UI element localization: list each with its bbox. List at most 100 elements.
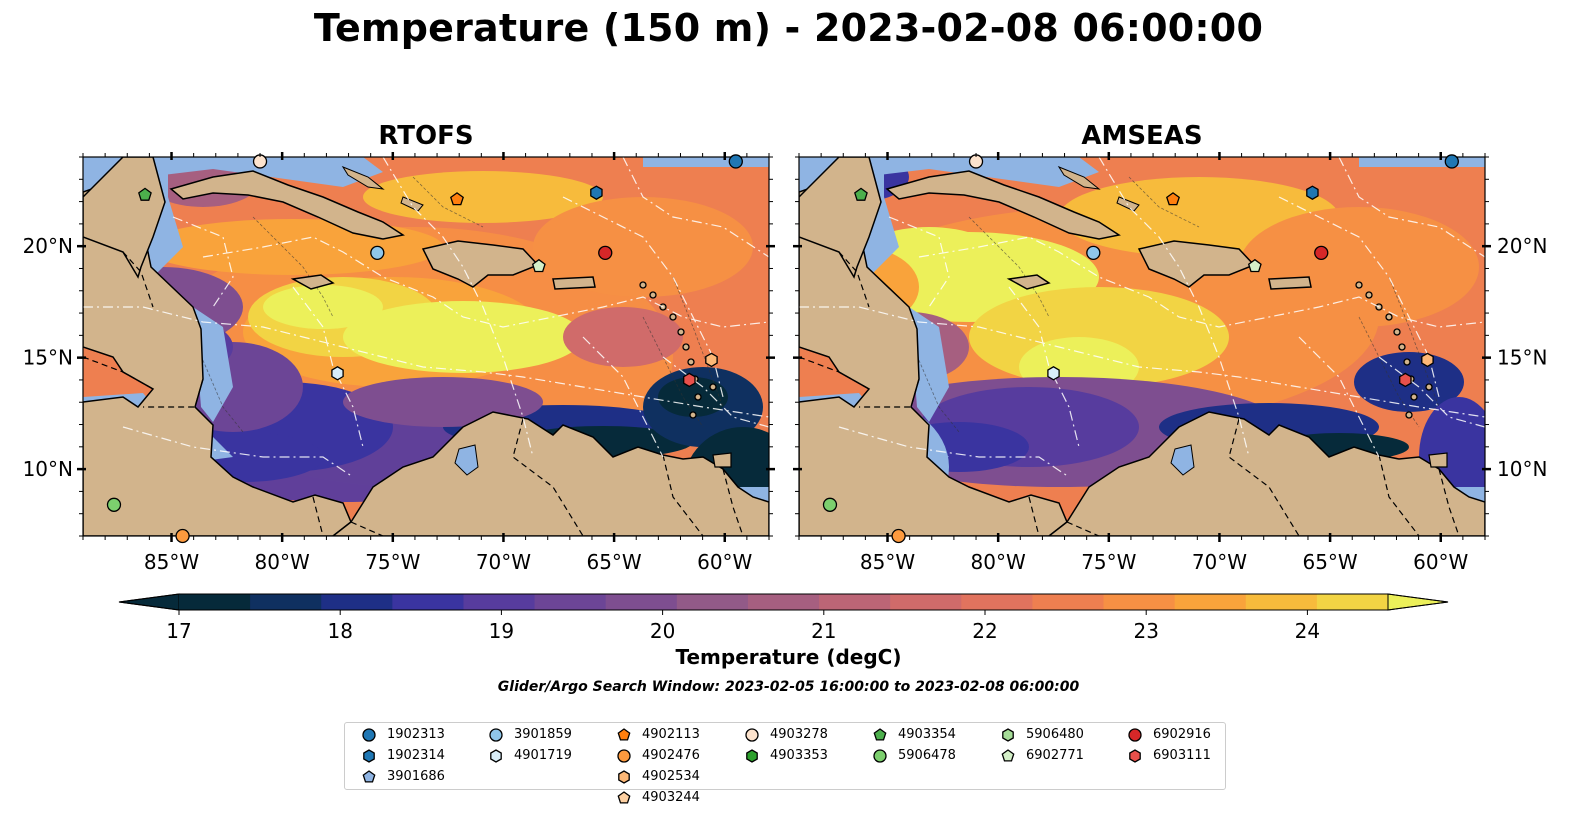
colorbar-extend-low [118,593,180,611]
search-window-text: Glider/Argo Search Window: 2023-02-05 16… [497,679,1080,695]
circle-icon [1128,728,1142,742]
colorbar-bin [534,594,607,610]
float-marker-4901719 [1047,366,1060,381]
x-tick-label: 85°W [860,550,915,574]
float-marker-3901859 [1086,245,1101,261]
circle-icon [873,749,887,763]
float-marker-3901859 [370,245,385,261]
y-tick-label: 10°N [23,457,73,481]
colorbar-bin [321,594,393,610]
x-tick-label: 75°W [365,550,420,574]
circle-icon [362,728,376,742]
hexagon-icon [746,749,758,763]
figure-title: Temperature (150 m) - 2023-02-08 06:00:0… [313,6,1264,50]
pentagon-icon [1001,749,1015,762]
float-marker-6902771 [531,258,546,273]
float-marker-4902113 [450,192,464,206]
x-tick-label: 80°W [255,550,310,574]
colorbar-tick-label: 20 [650,619,675,643]
colorbar-bin [179,594,251,610]
legend-item-4903353: 4903353 [744,747,828,765]
float-marker-4903354 [854,187,868,201]
float-marker-4902476 [891,528,906,544]
legend-label: 6902771 [1026,748,1084,763]
y-tick-label: 15°N [23,346,73,370]
circle-icon [617,749,631,763]
colorbar-bin [890,594,962,610]
x-tick-label: 85°W [144,550,199,574]
legend-item-1902314: 1902314 [361,747,445,765]
colorbar-bin [747,594,820,610]
circle-icon [745,728,759,742]
float-marker-4901719 [331,366,344,381]
legend-label: 4902534 [642,769,700,784]
colorbar-bin [1103,594,1176,610]
float-marker-4902534 [1421,352,1434,368]
map-axes: 85°W 80°W 75°W 70°W 65°W 60°W 20°N 15°N 10°N 85°W… [23,152,1547,574]
float-marker-1902314 [1306,185,1319,200]
colorbar-bin [1174,594,1247,610]
y-tick-label: 20°N [1497,234,1547,258]
colorbar-bin [1316,594,1389,610]
float-marker-6903111 [1399,372,1412,388]
hexagon-icon [363,749,375,763]
legend-item-3901859: 3901859 [488,726,572,744]
float-marker-1902313 [728,154,743,169]
legend-item-6902916: 6902916 [1127,726,1211,744]
legend-label: 3901859 [514,727,572,742]
x-tick-label: 80°W [971,550,1026,574]
float-marker-5906478 [822,497,838,512]
colorbar: 17 18 19 20 21 22 23 24 [118,593,1449,643]
colorbar-tick-label: 19 [489,619,514,643]
legend-label: 6903111 [1153,748,1211,763]
circle-icon [489,728,503,742]
hexagon-icon [490,749,502,763]
colorbar-bin [463,594,536,610]
float-marker-6902916 [1314,245,1329,261]
legend-label: 4903353 [770,748,828,763]
float-marker-4902476 [175,528,190,544]
legend-label: 5906478 [898,748,956,763]
x-tick-label: 65°W [1302,550,1357,574]
colorbar-bin [676,594,749,610]
colorbar-bin [1245,594,1318,610]
map-panel-amseas [798,154,1486,544]
colorbar-bin [250,594,322,610]
pentagon-icon [873,728,887,741]
colorbar-bin [1032,594,1105,610]
float-marker-4902534 [705,352,718,368]
float-marker-1902314 [590,185,603,200]
float-marker-6903111 [683,372,696,388]
x-tick-label: 65°W [586,550,641,574]
x-tick-label: 70°W [1192,550,1247,574]
colorbar-tick-label: 23 [1133,619,1158,643]
float-marker-4903354 [138,187,152,201]
colorbar-tick-label: 17 [166,619,191,643]
colorbar-tick-label: 22 [972,619,997,643]
y-tick-label: 20°N [23,234,73,258]
float-marker-6902771 [1247,258,1262,273]
x-tick-label: 60°W [1413,550,1468,574]
legend-label: 4903278 [770,727,828,742]
hexagon-icon [618,770,630,784]
legend-label: 4902113 [642,727,700,742]
y-tick-label: 10°N [1497,457,1547,481]
hexagon-icon [1002,728,1014,742]
legend-label: 6902916 [1153,727,1211,742]
legend-item-1902313: 1902313 [361,726,445,744]
colorbar-tick-label: 24 [1295,619,1320,643]
legend-item-6903111: 6903111 [1127,747,1211,765]
legend-item-5906480: 5906480 [1000,726,1084,744]
legend-label: 3901686 [387,769,445,784]
colorbar-bin [605,594,678,610]
legend-item-4901719: 4901719 [488,747,572,765]
x-tick-label: 70°W [476,550,531,574]
float-marker-4902113 [1166,192,1180,206]
legend-label: 5906480 [1026,727,1084,742]
legend-label: 4902476 [642,748,700,763]
pentagon-icon [617,728,631,741]
legend-item-3901686: 3901686 [361,768,445,786]
colorbar-bin [392,594,464,610]
x-tick-label: 60°W [697,550,752,574]
